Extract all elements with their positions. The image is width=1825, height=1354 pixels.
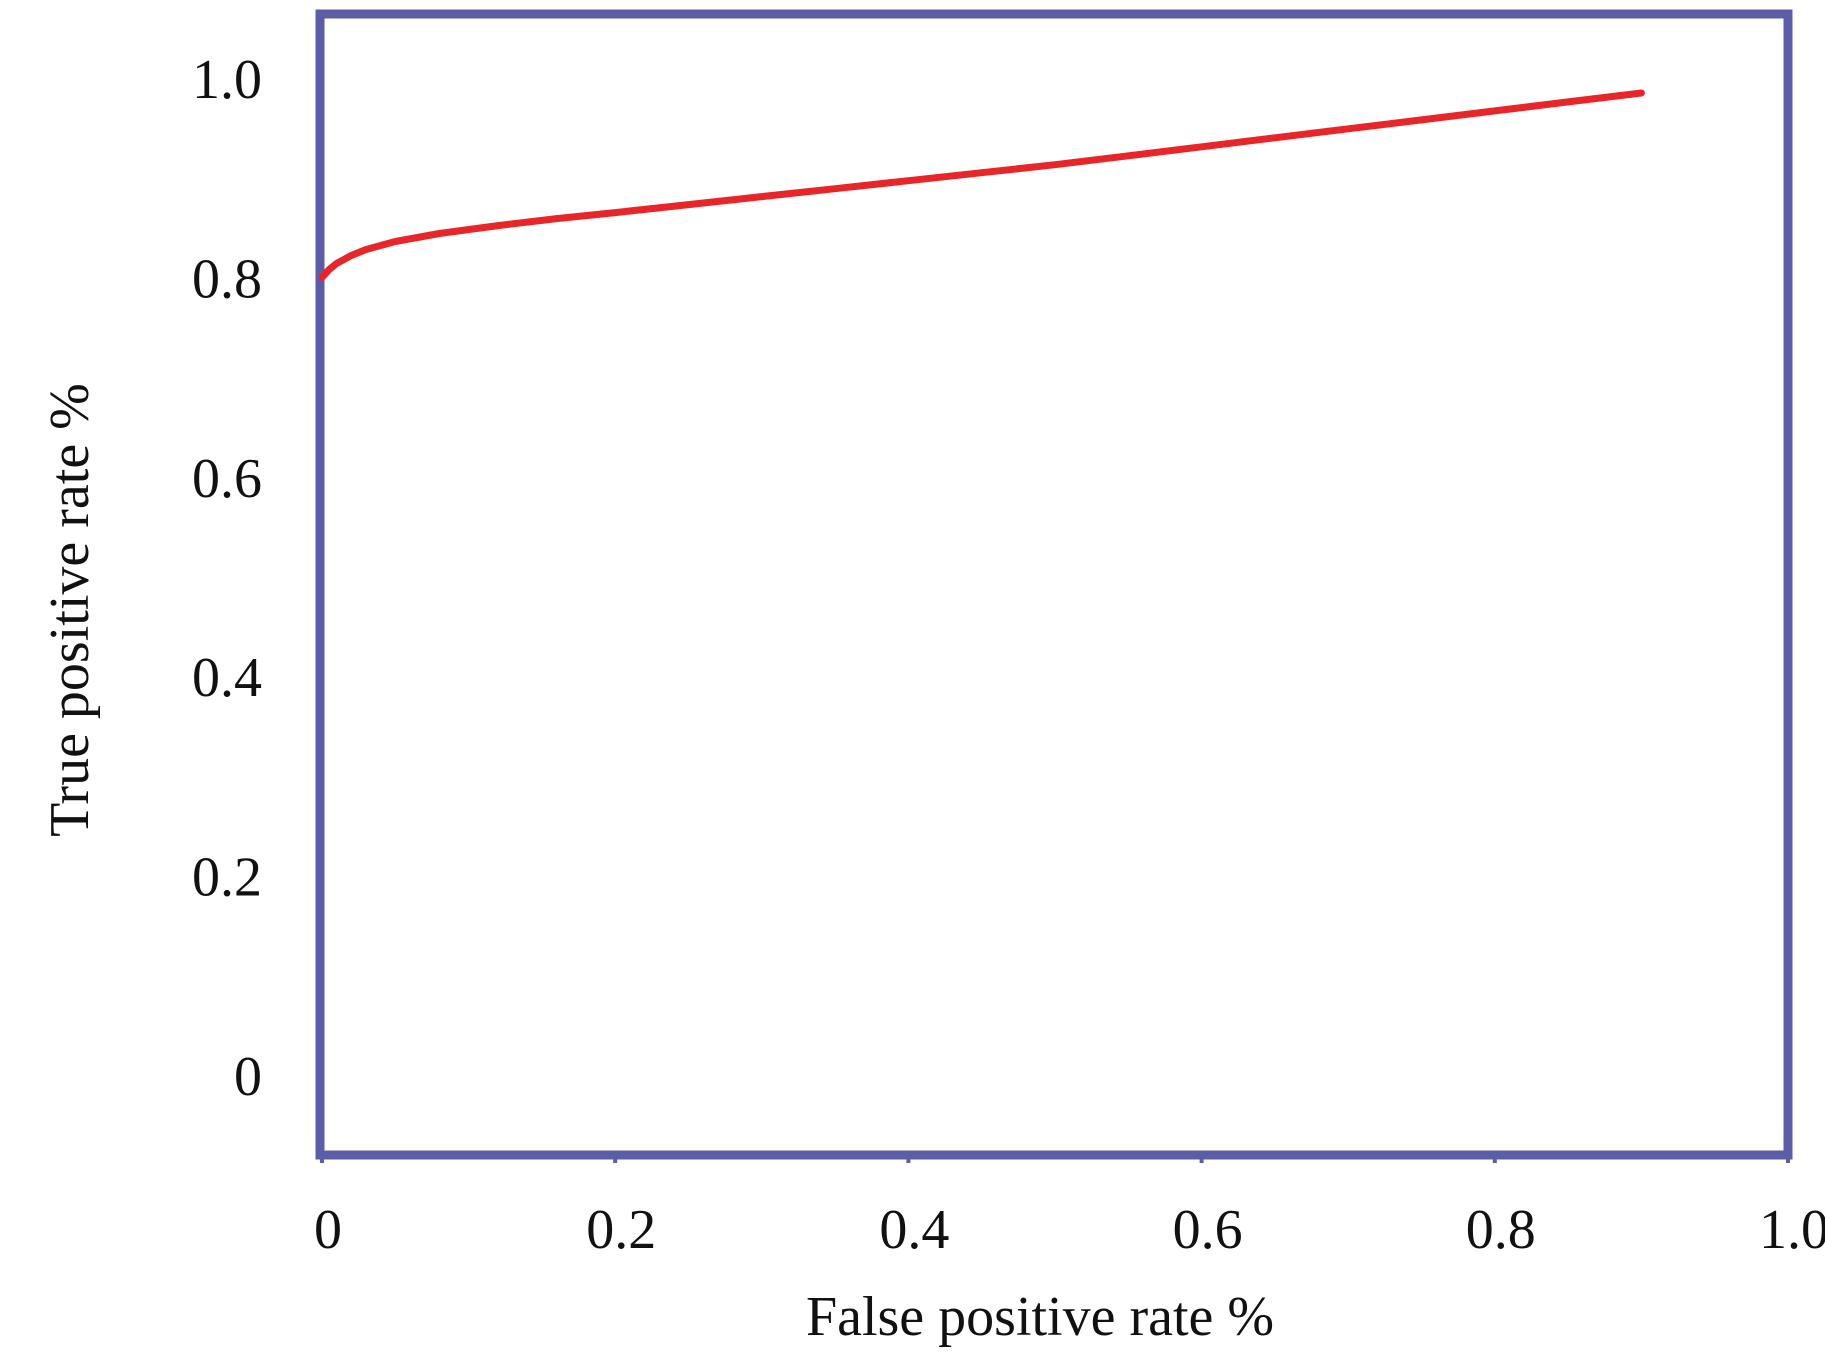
x-axis-ticks: 0 0.2 0.4 0.6 0.8 1.0 [314, 1151, 1825, 1261]
x-tick-label: 0 [314, 1199, 342, 1261]
y-tick-label: 1.0 [192, 49, 262, 111]
x-axis-title: False positive rate % [806, 1286, 1274, 1348]
y-tick-label: 0.6 [192, 448, 262, 510]
x-tick-label: 0.4 [879, 1199, 949, 1261]
plot-area [315, 9, 1793, 1160]
y-tick-label: 0.4 [192, 647, 262, 709]
y-tick-label: 0.2 [192, 847, 262, 909]
x-tick-label: 0.2 [586, 1199, 656, 1261]
x-tick-label: 1.0 [1759, 1199, 1825, 1261]
y-tick-label: 0.8 [192, 248, 262, 310]
y-axis-ticks: 0 0.2 0.4 0.6 0.8 1.0 [192, 49, 262, 1108]
plot-frame [315, 9, 1793, 1160]
y-tick-label: 0 [234, 1046, 262, 1108]
x-tick-label: 0.8 [1466, 1199, 1536, 1261]
x-tick-label: 0.6 [1173, 1199, 1243, 1261]
series-line-1 [318, 89, 1645, 281]
y-axis-title: True positive rate % [39, 383, 101, 837]
